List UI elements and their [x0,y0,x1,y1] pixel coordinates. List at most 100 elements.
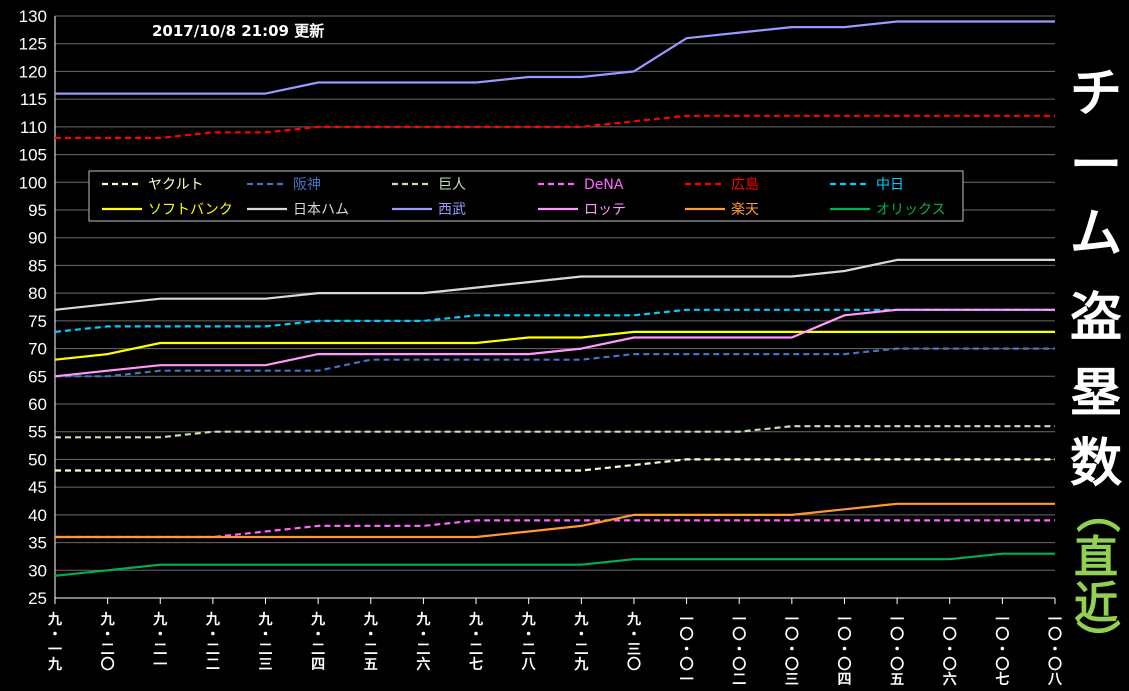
x-tick-char: 九 [521,612,536,628]
x-tick-char: 二 [311,642,325,658]
x-tick-char: 八 [521,657,537,673]
x-tick-char: 六 [416,656,430,673]
legend-item: 広島 [685,177,759,193]
x-tick-char: 四 [311,657,325,673]
y-tick-label: 40 [28,506,47,525]
x-tick-char: ・ [469,627,483,643]
x-tick-char: ・ [890,642,904,658]
legend-label: ロッテ [584,202,626,218]
x-tick-char: 一 [785,612,799,628]
side-title-char: ー [1069,136,1122,196]
x-tick-char: 二 [206,657,220,673]
side-title-char: ム [1069,204,1122,264]
x-tick-char: 一 [837,612,851,628]
x-tick-label: 一〇・〇七 [995,612,1009,688]
side-title-char: 数 [1069,434,1122,494]
x-tick-char: 二 [206,642,220,658]
x-tick-char: 九 [152,612,167,628]
x-tick-char: 〇 [837,656,851,673]
x-axis-ticks: 九・一九九・二〇九・二一九・二二九・二三九・二四九・二五九・二六九・二七九・二八… [47,612,1063,688]
x-tick-label: 九・二二 [205,612,220,673]
x-tick-char: 〇 [627,656,641,673]
x-tick-char: 九 [573,657,588,673]
series-lines [54,20,1055,577]
x-tick-char: 〇 [785,626,799,643]
y-tick-label: 115 [20,90,47,109]
y-axis-ticks: 25 30 35 40 45 50 55 60 65 70 75 80 85 90 95 100 105 110 1… [19,7,47,608]
x-tick-label: 九・二〇 [100,612,115,673]
legend-label: 巨人 [438,177,466,193]
legend-label: オリックス [876,202,946,218]
y-tick-label: 90 [28,229,47,248]
series-line [54,330,1055,361]
y-tick-label: 95 [28,201,47,220]
x-tick-char: ・ [995,642,1009,658]
series-line [55,347,1055,378]
x-tick-char: 七 [995,672,1009,688]
x-tick-label: 一〇・〇六 [943,612,957,688]
x-tick-char: 五 [364,657,378,673]
x-tick-char: 一 [680,612,694,628]
x-tick-char: 八 [1047,672,1063,688]
side-title: チーム盗塁数（直近） [1066,8,1126,688]
x-tick-char: 〇 [1048,626,1062,643]
x-tick-char: ・ [364,627,378,643]
x-tick-label: 九・二三 [258,612,273,673]
x-tick-label: 九・二八 [521,612,537,673]
legend-label: ソフトバンク [148,202,233,218]
x-tick-label: 九・二五 [363,612,378,673]
x-tick-char: 〇 [943,626,957,643]
x-tick-char: 一 [153,657,167,673]
x-tick-label: 一〇・〇三 [785,612,799,688]
x-tick-char: 二 [364,642,378,658]
legend-item: ヤクルト [102,177,204,193]
updated-timestamp: 2017/10/8 21:09 更新 [152,22,324,40]
y-tick-label: 25 [28,589,47,608]
x-tick-label: 一〇・〇二 [732,612,746,688]
x-tick-char: 一 [890,612,904,628]
x-tick-char: ・ [943,642,957,658]
legend-label: DeNA [584,177,624,193]
x-tick-char: 一 [1048,612,1062,628]
x-tick-char: 二 [469,642,483,658]
x-tick-char: 〇 [732,626,746,643]
x-tick-char: 九 [363,612,378,628]
x-tick-label: 一〇・〇四 [837,612,851,688]
x-tick-char: ・ [574,627,588,643]
legend-label: 広島 [731,177,759,193]
legend-item: 巨人 [392,177,466,193]
x-tick-char: 七 [469,657,483,673]
y-tick-label: 110 [20,118,47,137]
x-tick-char: ・ [522,627,536,643]
x-tick-char: 九 [626,612,641,628]
x-tick-label: 一〇・〇八 [1047,612,1063,688]
x-tick-char: ・ [48,627,62,643]
legend-item: ソフトバンク [102,202,233,218]
legend-item: ロッテ [538,202,626,218]
x-tick-char: 〇 [890,626,904,643]
x-tick-char: ・ [785,642,799,658]
x-tick-char: ・ [416,627,430,643]
x-tick-label: 九・三〇 [626,612,641,673]
legend-item: DeNA [538,177,624,193]
x-tick-char: 〇 [785,656,799,673]
series-line [55,502,1055,539]
x-tick-label: 九・一九 [47,612,62,673]
legend-label: 阪神 [293,177,321,193]
x-tick-char: 〇 [680,626,694,643]
x-tick-char: 三 [627,642,641,658]
x-tick-char: 〇 [1048,656,1062,673]
x-tick-label: 一〇・〇一 [680,612,694,688]
x-tick-char: ・ [206,627,220,643]
side-subtitle-char: ） [1071,619,1122,663]
x-tick-char: 〇 [995,656,1009,673]
y-tick-label: 130 [19,7,47,26]
y-tick-label: 60 [28,395,47,414]
y-tick-label: 75 [28,312,47,331]
x-tick-char: 五 [890,672,904,688]
series-line [54,258,1055,311]
x-tick-char: 〇 [101,656,115,673]
y-tick-label: 30 [28,561,47,580]
x-tick-char: 一 [48,642,62,658]
